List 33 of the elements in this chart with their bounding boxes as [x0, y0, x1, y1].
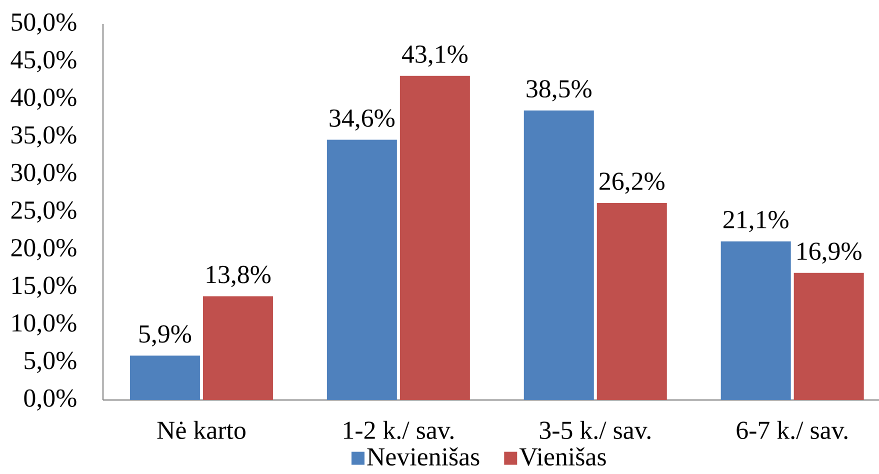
y-tick-label: 15,0%	[12, 276, 76, 298]
data-label: 43,1%	[402, 45, 468, 67]
y-tick-label: 20,0%	[11, 238, 76, 260]
data-label: 5,9%	[140, 325, 192, 346]
data-label: 13,8%	[206, 266, 271, 288]
bar	[794, 272, 864, 400]
x-tick-label: 3-5 k./ sav.	[540, 420, 650, 440]
data-label: 21,1%	[724, 210, 788, 232]
y-tick-label: 5,0%	[24, 352, 76, 374]
x-tick-label: 1-2 k./ sav.	[344, 420, 454, 440]
bar	[720, 241, 791, 400]
data-label: 34,6%	[330, 109, 394, 131]
bar	[524, 110, 594, 400]
bar	[596, 202, 667, 400]
y-tick-label: 45,0%	[10, 50, 76, 72]
y-tick-label: 35,0%	[11, 126, 76, 148]
y-tick-label: 30,0%	[11, 164, 76, 186]
data-label: 16,9%	[798, 242, 862, 264]
y-tick-label: 40,0%	[10, 88, 76, 110]
y-tick-label: 10,0%	[12, 314, 76, 336]
data-label: 26,2%	[600, 172, 664, 194]
y-tick-label: 0,0%	[24, 389, 76, 411]
bar	[326, 140, 397, 400]
bar	[130, 356, 200, 400]
y-tick-label: 50,0%	[12, 13, 76, 35]
legend-label: Nevienišas	[367, 447, 480, 466]
x-tick-label: 6-7 k./ sav.	[736, 420, 848, 440]
y-tick-label: 25,0%	[11, 201, 76, 223]
x-tick-label: Nė karto	[157, 420, 246, 440]
data-label: 38,5%	[526, 80, 592, 102]
bar	[400, 76, 470, 400]
bar	[202, 296, 273, 400]
legend-label: Vienišas	[519, 447, 606, 466]
